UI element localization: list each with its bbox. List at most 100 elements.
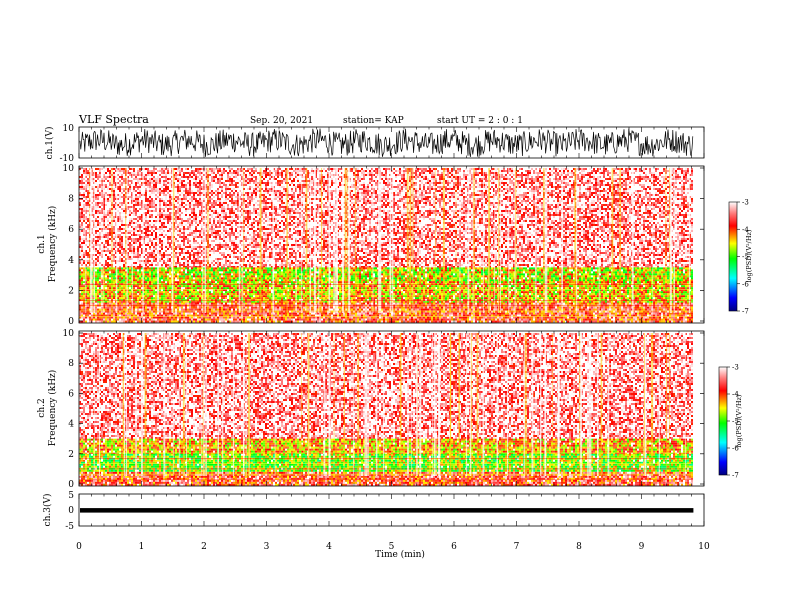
spectrogram-cell [87,230,89,232]
spectrogram-cell [189,170,191,172]
spectrogram-cell [187,226,189,228]
spectrogram-cell [169,224,171,226]
spectrogram-cell [199,172,201,174]
spectrogram-cell [99,240,101,242]
spectrogram-cell [97,240,99,242]
spectrogram-cell [189,174,191,176]
spectrogram-cell [129,220,131,222]
spectrogram-cell [121,224,123,226]
spectrogram-cell [153,170,155,172]
spectrogram-cell [109,228,111,230]
spectrogram-cell [123,202,125,204]
spectrogram-cell [153,194,155,196]
spectrogram-cell [119,204,121,206]
spectrogram-cell [185,184,187,186]
spectrogram-cell [95,256,97,258]
spectrogram-cell [121,236,123,238]
spectrogram-cell [133,218,135,220]
spectrogram-cell [195,262,197,264]
spectrogram-cell [181,220,183,222]
spectrogram-cell [119,222,121,224]
spectrogram-cell [169,226,171,228]
spectrogram-cell [159,256,161,258]
spectrogram-cell [167,184,169,186]
spectrogram-cell [191,204,193,206]
spectrogram-cell [121,202,123,204]
spectrogram-cell [133,186,135,188]
spectrogram-cell [161,208,163,210]
spectrogram-cell [181,246,183,248]
spectrogram-cell [99,238,101,240]
spectrogram-cell [129,198,131,200]
spectrogram-cell [99,194,101,196]
spectrogram-cell [189,230,191,232]
spectrogram-cell [177,198,179,200]
spectrogram-cell [195,212,197,214]
spectrogram-cell [129,218,131,220]
spectrogram-cell [195,238,197,240]
spectrogram-cell [199,236,201,238]
spectrogram-cell [177,242,179,244]
spectrogram-cell [123,228,125,230]
spectrogram-cell [123,258,125,260]
spectrogram-cell [185,194,187,196]
spectrogram-cell [159,216,161,218]
spectrogram-cell [189,226,191,228]
spectrogram-cell [149,262,151,264]
spectrogram-cell [99,202,101,204]
spectrogram-cell [167,240,169,242]
spectrogram-cell [109,232,111,234]
spectrogram-cell [95,222,97,224]
spectrogram-cell [137,174,139,176]
spectrogram-cell [81,188,83,190]
spectrogram-cell [155,244,157,246]
spectrogram-cell [95,254,97,256]
spectrogram-cell [137,214,139,216]
spectrogram-cell [197,188,199,190]
spectrogram-cell [185,222,187,224]
spectrogram-cell [87,202,89,204]
spectrogram-cell [187,184,189,186]
spectrogram-cell [185,178,187,180]
spectrogram-cell [107,262,109,264]
spectrogram-cell [185,204,187,206]
spectrogram-cell [153,180,155,182]
spectrogram-cell [189,190,191,192]
spectrogram-cell [109,224,111,226]
spectrogram-cell [129,204,131,206]
spectrogram-cell [145,220,147,222]
spectrogram-cell [197,246,199,248]
spectrogram-cell [133,220,135,222]
spectrogram-cell [199,260,201,262]
spectrogram-cell [149,240,151,242]
spectrogram-cell [193,180,195,182]
spectrogram-cell [199,182,201,184]
spectrogram-cell [155,252,157,254]
spectrogram-cell [163,248,165,250]
spectrogram-cell [159,230,161,232]
spectrogram-cell [179,260,181,262]
spectrogram-cell [175,208,177,210]
spectrogram-cell [185,202,187,204]
spectrogram-cell [145,176,147,178]
spectrogram-cell [175,236,177,238]
spectrogram-cell [167,182,169,184]
spectrogram-cell [81,208,83,210]
spectrogram-cell [159,238,161,240]
spectrogram-cell [81,254,83,256]
spectrogram-cell [133,262,135,264]
spectrogram-cell [181,228,183,230]
spectrogram-cell [195,260,197,262]
spectrogram-cell [175,250,177,252]
spectrogram-cell [137,190,139,192]
spectrogram-cell [135,220,137,222]
spectrogram-cell [133,198,135,200]
spectrogram-cell [133,180,135,182]
spectrogram-cell [185,212,187,214]
spectrogram-cell [105,168,107,170]
spectrogram-cell [181,222,183,224]
spectrogram-cell [113,174,115,176]
spectrogram-cell [81,192,83,194]
spectrogram-cell [109,182,111,184]
spectrogram-cell [105,222,107,224]
